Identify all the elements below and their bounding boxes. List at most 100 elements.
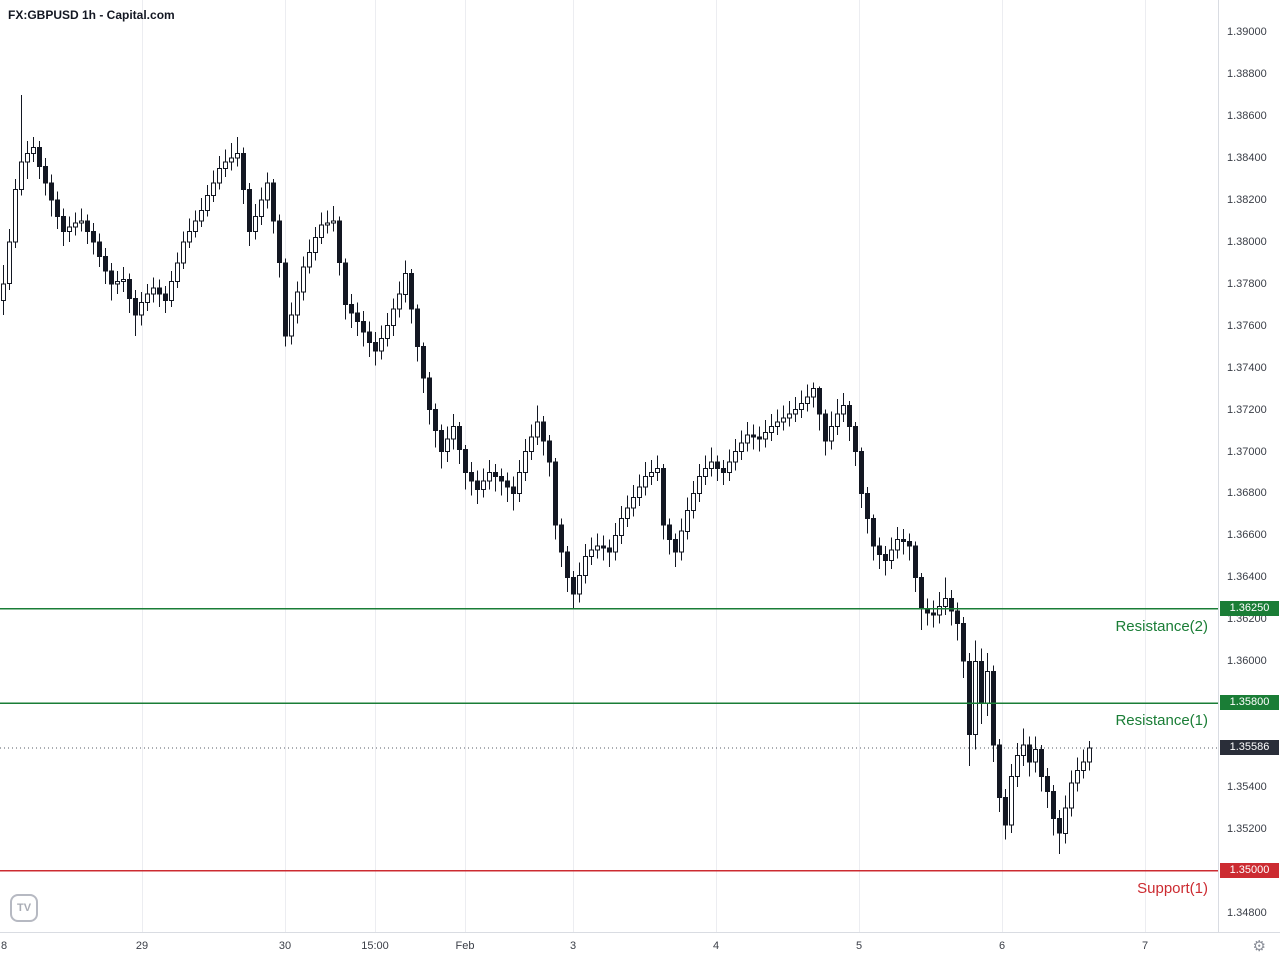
time-axis-label: 3 — [569, 940, 577, 952]
candle-body — [61, 216, 66, 232]
candle-body — [331, 220, 336, 224]
candle-body — [49, 182, 54, 201]
candle-body — [877, 545, 882, 555]
level-label-resistance-1[interactable]: Resistance(1) — [1115, 712, 1208, 730]
candle-body — [715, 461, 720, 469]
candle-body — [787, 413, 792, 419]
candle-body — [1075, 769, 1080, 784]
candle-body — [727, 461, 732, 473]
candle-body — [37, 146, 42, 167]
candle-body — [277, 220, 282, 264]
candle-body — [625, 507, 630, 520]
candle-body — [253, 216, 258, 232]
candle-body — [19, 161, 24, 190]
candle-body — [667, 524, 672, 541]
candle-body — [937, 606, 942, 616]
time-axis-label: 29 — [135, 940, 149, 952]
candle-body — [205, 195, 210, 211]
candle-body — [187, 230, 192, 243]
candle-body — [1069, 782, 1074, 809]
candle-body — [721, 467, 726, 473]
candle-body — [193, 220, 198, 232]
candle-body — [1057, 818, 1062, 834]
candle-body — [1009, 776, 1014, 826]
candle-body — [631, 497, 636, 509]
candle-body — [943, 597, 948, 608]
candle-body — [829, 425, 834, 442]
candle-body — [127, 279, 132, 300]
candle-body — [505, 480, 510, 488]
time-axis-label: 7 — [1141, 940, 1149, 952]
tradingview-logo-text: TV — [16, 902, 32, 914]
price-axis-label: 1.36400 — [1227, 571, 1267, 584]
candle-body — [649, 472, 654, 478]
candle-body — [841, 404, 846, 415]
settings-gear-icon[interactable]: ⚙ — [1252, 938, 1266, 955]
candle-body — [229, 157, 234, 163]
candle-body — [409, 272, 414, 310]
candle-body — [211, 182, 216, 197]
candle-body — [325, 222, 330, 226]
candle-body — [1039, 748, 1044, 778]
candle-body — [1, 283, 6, 302]
candle-body — [595, 545, 600, 551]
candle-body — [31, 146, 36, 155]
candle-body — [145, 293, 150, 304]
candle-body — [85, 220, 90, 232]
candle-body — [949, 597, 954, 612]
candle-body — [835, 413, 840, 427]
candle-body — [463, 448, 468, 473]
candle-body — [487, 472, 492, 482]
price-axis-label: 1.34800 — [1227, 906, 1267, 919]
price-axis-label: 1.38400 — [1227, 151, 1267, 164]
candle-body — [301, 266, 306, 293]
candle-body — [265, 182, 270, 201]
candle-body — [685, 509, 690, 532]
candle-body — [133, 297, 138, 316]
candle-body — [643, 476, 648, 488]
candle-body — [283, 262, 288, 337]
candle-body — [199, 209, 204, 222]
time-axis[interactable]: ⚙ 8 29 30 15:00 Feb 3 4 5 6 7 — [0, 932, 1280, 960]
candle-body — [661, 467, 666, 526]
candle-body — [421, 346, 426, 379]
candle-body — [901, 539, 906, 543]
candle-body — [415, 308, 420, 348]
level-label-resistance-2[interactable]: Resistance(2) — [1115, 617, 1208, 635]
candle-body — [541, 421, 546, 442]
candle-body — [43, 165, 48, 184]
candle-body — [703, 467, 708, 478]
candle-body — [781, 417, 786, 423]
price-axis-label: 1.38200 — [1227, 193, 1267, 206]
candle-body — [931, 612, 936, 616]
candle-body — [379, 337, 384, 352]
candle-body — [115, 281, 120, 285]
candle-body — [955, 610, 960, 625]
candle-body — [991, 671, 996, 746]
candle-body — [157, 287, 162, 295]
price-axis-label: 1.35200 — [1227, 823, 1267, 836]
candle-body — [391, 308, 396, 327]
tradingview-logo[interactable]: TV — [10, 894, 38, 922]
candle-body — [601, 545, 606, 549]
candle-body — [445, 438, 450, 452]
level-labels-layer: Resistance(2) Resistance(1) Support(1) — [1115, 617, 1208, 897]
candle-body — [307, 251, 312, 268]
price-axis-label: 1.38600 — [1227, 109, 1267, 122]
candle-body — [673, 539, 678, 553]
candle-body — [823, 413, 828, 442]
candle-body — [571, 576, 576, 595]
candle-body — [757, 436, 762, 440]
candlestick-pane[interactable] — [0, 0, 1218, 932]
time-axis-label: 4 — [712, 940, 720, 952]
price-axis-label: 1.38000 — [1227, 235, 1267, 248]
candle-body — [319, 224, 324, 239]
candle-body — [175, 262, 180, 283]
level-label-support-1[interactable]: Support(1) — [1137, 879, 1208, 897]
candle-body — [523, 451, 528, 473]
candle-body — [865, 493, 870, 520]
candle-body — [529, 436, 534, 452]
price-axis[interactable]: 1.39000 1.38800 1.38600 1.38400 1.38200 1.380… — [1218, 0, 1280, 932]
candle-body — [343, 262, 348, 306]
candle-body — [427, 377, 432, 411]
